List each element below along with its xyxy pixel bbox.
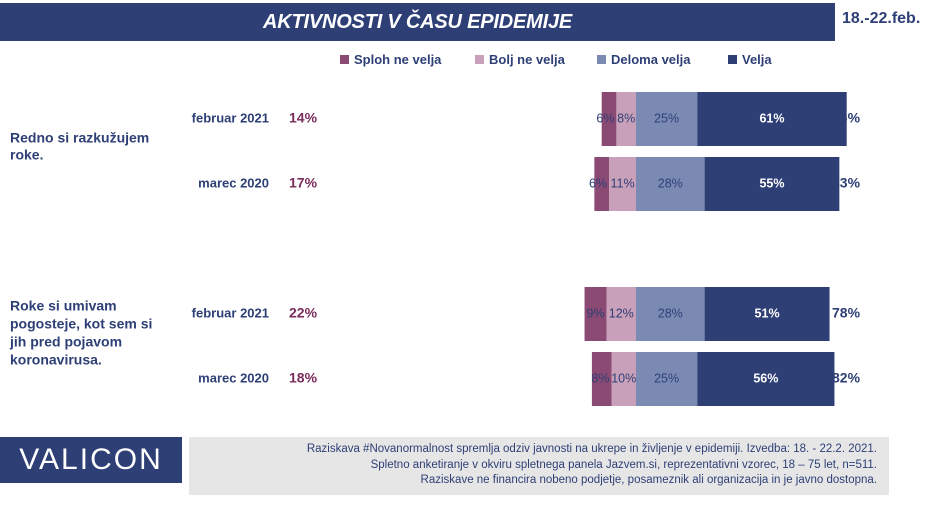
bar-segment-deloma-velja [636,352,698,406]
bar-segment-velja [697,352,835,406]
bar-segment-velja [697,92,847,146]
data-label: 10% [611,371,636,385]
legend-item-bolj-ne-velja: Bolj ne velja [475,52,565,67]
legend-swatch-velja [728,55,737,64]
legend-swatch-bolj-ne-velja [475,55,484,64]
group-label-1-line-2: roke. [10,147,43,163]
data-label: 25% [654,111,679,125]
bar-segment-sploh-ne-velja [591,352,612,406]
legend-swatch-deloma-velja [597,55,606,64]
bar-segment-bolj-ne-velja [609,157,636,211]
data-label: 12% [609,306,634,320]
legend-label-bolj-ne-velja: Bolj ne velja [489,52,565,67]
data-label: 25% [654,371,679,385]
legend-item-deloma-velja: Deloma velja [597,52,691,67]
bar-segment-velja [704,157,840,211]
footer-line-2: Spletno anketiranje v okviru spletnega p… [370,458,877,471]
footer-line-3: Raziskave ne financira nobeno podjetje, … [420,474,877,486]
footer-line-1: Raziskava #Novanormalnost spremlja odziv… [306,443,877,455]
survey-date: 18.-22.feb. [842,10,921,27]
chart-title: AKTIVNOSTI V ČASU EPIDEMIJE [0,3,835,41]
bar-segment-sploh-ne-velja [594,157,610,211]
data-label: 61% [759,111,784,125]
bar-segment-bolj-ne-velja [616,92,636,146]
group-label-2-line-4: koronavirusa. [10,352,102,368]
bar-segment-sploh-ne-velja [601,92,617,146]
bar-segment-deloma-velja [636,92,698,146]
data-label: 56% [753,371,778,385]
group-label-2-line-3: jih pred pojavom [9,334,122,350]
group-label-2-line-2: pogosteje, kot sem si [10,316,152,332]
legend-item-sploh-ne-velja: Sploh ne velja [340,52,441,67]
bar-segment-bolj-ne-velja [611,352,636,406]
legend-label-sploh-ne-velja: Sploh ne velja [354,52,442,67]
period-label: februar 2021 [192,110,269,125]
bar-segment-velja [704,287,830,341]
bar-segment-deloma-velja [636,157,705,211]
valicon-logo: VALICON [0,437,182,483]
data-label: 9% [587,306,605,320]
positive-total: 78% [832,305,861,321]
data-label: 28% [658,306,683,320]
data-label: 55% [759,176,784,190]
footer-note: Raziskava #Novanormalnost spremlja odziv… [189,437,889,495]
data-label: 8% [591,371,609,385]
negative-total: 17% [289,175,318,191]
bar-segment-sploh-ne-velja [584,287,607,341]
group-label-2-line-1: Roke si umivam [10,298,117,314]
bar-segment-bolj-ne-velja [606,287,636,341]
bar-segment-deloma-velja [636,287,705,341]
group-label-1-line-1: Redno si razkužujem [10,130,149,146]
legend-swatch-sploh-ne-velja [340,55,349,64]
negative-total: 18% [289,370,318,386]
positive-total: 82% [832,370,861,386]
data-label: 51% [755,306,780,320]
data-label: 28% [658,176,683,190]
legend-item-velja: Velja [728,52,772,67]
legend-label-velja: Velja [742,52,772,67]
period-label: marec 2020 [198,370,269,385]
data-label: 8% [617,111,635,125]
legend-label-deloma-velja: Deloma velja [611,52,691,67]
data-label: 11% [610,176,634,190]
period-label: februar 2021 [192,305,269,320]
data-label: 6% [589,176,607,190]
negative-total: 22% [289,305,318,321]
negative-total: 14% [289,110,318,126]
period-label: marec 2020 [198,175,269,190]
data-label: 6% [596,111,614,125]
